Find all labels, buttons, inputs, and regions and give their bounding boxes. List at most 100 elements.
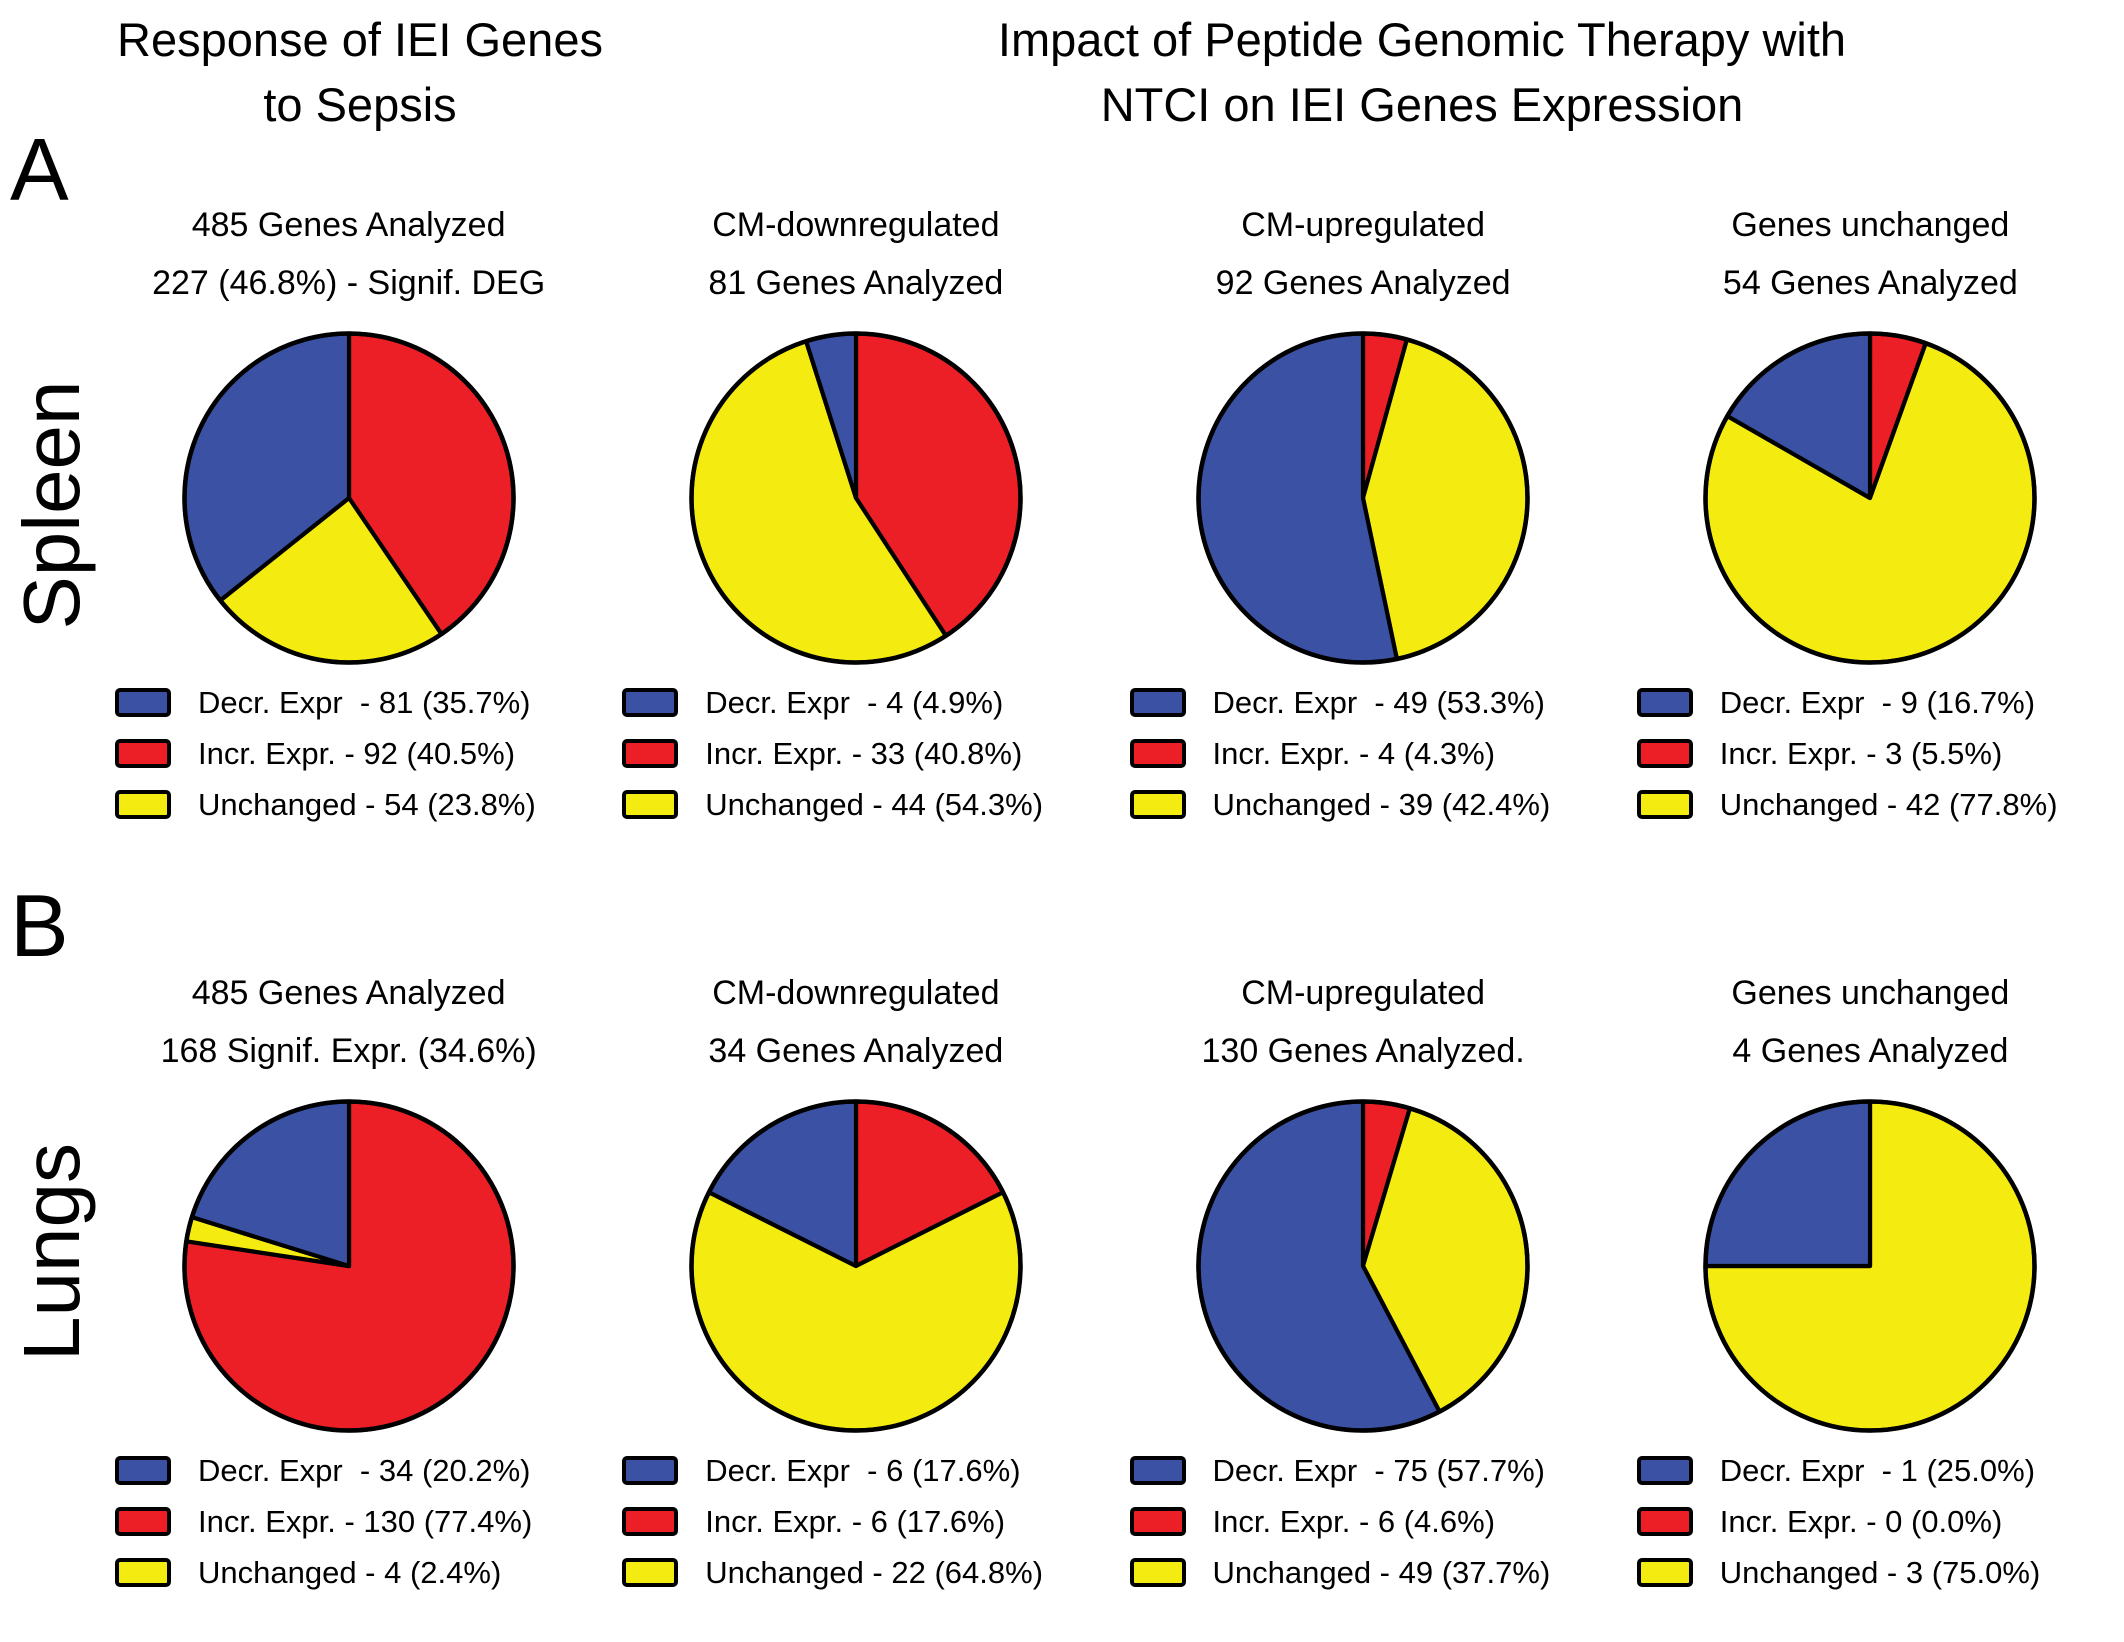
legend-label: Incr. Expr. - 130 (77.4%) [198, 1503, 533, 1539]
pie-chart-svg [1196, 331, 1530, 665]
legend-swatch-incr [115, 1507, 171, 1537]
legend-item: Incr. Expr. - 4 (4.3%) [1129, 735, 1551, 772]
legend-swatch-unchanged [622, 790, 679, 820]
chart-title: 485 Genes Analyzed [191, 974, 506, 1012]
legend-item: Incr. Expr. - 3 (5.5%) [1636, 736, 2058, 772]
chart-subtitle: 4 Genes Analyzed [1732, 1032, 2009, 1071]
chart-subtitle: 227 (46.8%) - Signif. DEG [152, 264, 546, 303]
legend: Decr. Expr - 81 (35.7%) Incr. Expr. - 92… [115, 685, 536, 838]
legend-item: Unchanged - 54 (23.8%) [115, 787, 536, 823]
legend: Decr. Expr - 75 (57.7%) Incr. Expr. - 6 … [1129, 1453, 1551, 1606]
chart-cell: CM-upregulated 92 Genes Analyzed Decr. E… [1110, 196, 1617, 838]
pie-outline [1703, 331, 2038, 665]
legend-swatch-unchanged [1129, 1558, 1186, 1588]
chart-cell: 485 Genes Analyzed 227 (46.8%) - Signif.… [95, 196, 602, 838]
chart-subtitle: 130 Genes Analyzed. [1201, 1032, 1525, 1071]
pie-chart-svg [1703, 331, 2038, 665]
pie-chart [1695, 323, 2045, 673]
legend-swatch-incr [622, 1507, 679, 1537]
pie-outline [689, 1099, 1023, 1433]
pie-chart [1188, 323, 1538, 673]
legend-swatch-unchanged [1636, 1558, 1693, 1588]
pie-chart-svg [181, 1099, 516, 1433]
pie-outline [1703, 1099, 2038, 1433]
legend-label: Unchanged - 49 (37.7%) [1212, 1554, 1551, 1590]
legend-item: Unchanged - 22 (64.8%) [622, 1555, 1043, 1591]
legend-item: Decr. Expr - 81 (35.7%) [115, 685, 536, 721]
legend-swatch-incr [115, 739, 171, 769]
chart-title: CM-downregulated [712, 974, 1000, 1012]
legend-swatch-incr [1129, 1507, 1186, 1537]
legend-swatch-decr [1129, 688, 1186, 718]
legend-swatch-incr [1636, 1507, 1693, 1537]
pie-outline [181, 1099, 516, 1433]
panel-b-lungs: B Lungs 485 Genes Analyzed 168 Signif. E… [0, 882, 2124, 1642]
chart-title: CM-upregulated [1241, 206, 1486, 244]
legend-label: Incr. Expr. - 6 (17.6%) [705, 1503, 1006, 1539]
pie-chart [1695, 1091, 2045, 1441]
legend-label: Decr. Expr - 9 (16.7%) [1719, 684, 2036, 720]
legend-label: Decr. Expr - 6 (17.6%) [705, 1452, 1021, 1488]
legend-item: Unchanged - 4 (2.4%) [115, 1555, 532, 1591]
legend-label: Incr. Expr. - 6 (4.6%) [1212, 1503, 1496, 1539]
legend-item: Incr. Expr. - 33 (40.8%) [622, 736, 1043, 772]
legend-item: Decr. Expr - 49 (53.3%) [1129, 684, 1551, 721]
chart-cell: Genes unchanged 4 Genes Analyzed Decr. E… [1617, 964, 2124, 1606]
pie-outline [181, 331, 516, 665]
legend-swatch-unchanged [622, 1558, 679, 1588]
chart-cell: CM-upregulated 130 Genes Analyzed. Decr.… [1110, 964, 1617, 1606]
legend-item: Incr. Expr. - 0 (0.0%) [1636, 1503, 2041, 1540]
legend-swatch-decr [1129, 1456, 1186, 1486]
legend-label: Incr. Expr. - 0 (0.0%) [1719, 1503, 2003, 1539]
legend-label: Decr. Expr - 34 (20.2%) [198, 1452, 531, 1488]
legend-swatch-unchanged [115, 1558, 171, 1588]
legend-swatch-decr [115, 1456, 171, 1486]
chart-title: CM-upregulated [1241, 974, 1486, 1012]
figure-title-right-line2: NTCI on IEI Genes Expression [1100, 77, 1744, 131]
legend-swatch-incr [1129, 739, 1186, 769]
chart-cell: 485 Genes Analyzed 168 Signif. Expr. (34… [95, 964, 602, 1606]
legend-swatch-incr [1636, 739, 1693, 769]
legend-label: Unchanged - 3 (75.0%) [1719, 1554, 2041, 1590]
legend-item: Decr. Expr - 4 (4.9%) [622, 685, 1043, 721]
legend-label: Decr. Expr - 49 (53.3%) [1212, 684, 1546, 720]
legend: Decr. Expr - 34 (20.2%) Incr. Expr. - 13… [115, 1453, 532, 1606]
legend-swatch-decr [115, 688, 171, 718]
legend: Decr. Expr - 9 (16.7%) Incr. Expr. - 3 (… [1636, 684, 2058, 838]
panel-b-charts: 485 Genes Analyzed 168 Signif. Expr. (34… [95, 964, 2124, 1606]
pie-chart [1188, 1091, 1538, 1441]
legend-swatch-incr [622, 739, 679, 769]
legend-label: Decr. Expr - 1 (25.0%) [1719, 1452, 2036, 1488]
legend: Decr. Expr - 6 (17.6%) Incr. Expr. - 6 (… [622, 1453, 1043, 1606]
panel-a-charts: 485 Genes Analyzed 227 (46.8%) - Signif.… [95, 196, 2124, 838]
chart-cell: Genes unchanged 54 Genes Analyzed Decr. … [1617, 196, 2124, 838]
chart-subtitle: 81 Genes Analyzed [708, 264, 1004, 303]
legend-label: Unchanged - 42 (77.8%) [1719, 786, 2058, 822]
legend-swatch-unchanged [1129, 790, 1186, 820]
legend-swatch-decr [622, 688, 679, 718]
legend-item: Decr. Expr - 9 (16.7%) [1636, 684, 2058, 721]
chart-title: CM-downregulated [712, 206, 1000, 244]
pie-outline [1196, 331, 1530, 665]
pie-chart-svg [1703, 1099, 2038, 1433]
legend-label: Incr. Expr. - 4 (4.3%) [1212, 735, 1496, 771]
legend-item: Unchanged - 44 (54.3%) [622, 787, 1043, 823]
legend-label: Unchanged - 44 (54.3%) [705, 786, 1044, 822]
chart-subtitle: 92 Genes Analyzed [1215, 264, 1511, 303]
legend-label: Incr. Expr. - 92 (40.5%) [198, 735, 516, 771]
pie-outline [689, 331, 1023, 665]
organ-label-spleen: Spleen [7, 380, 96, 630]
legend: Decr. Expr - 4 (4.9%) Incr. Expr. - 33 (… [622, 685, 1043, 838]
pie-chart-svg [181, 331, 516, 665]
legend-item: Decr. Expr - 6 (17.6%) [622, 1453, 1043, 1489]
chart-subtitle: 34 Genes Analyzed [708, 1032, 1004, 1071]
legend-swatch-unchanged [1636, 790, 1693, 820]
pie-chart [174, 323, 524, 673]
legend-label: Decr. Expr - 81 (35.7%) [198, 684, 531, 720]
legend-item: Unchanged - 3 (75.0%) [1636, 1554, 2041, 1591]
figure-title-right: Impact of Peptide Genomic Therapy with N… [720, 8, 2124, 150]
legend-item: Unchanged - 42 (77.8%) [1636, 786, 2058, 823]
chart-subtitle: 54 Genes Analyzed [1722, 264, 2018, 303]
figure-title-left: Response of IEI Genes to Sepsis [0, 8, 720, 150]
